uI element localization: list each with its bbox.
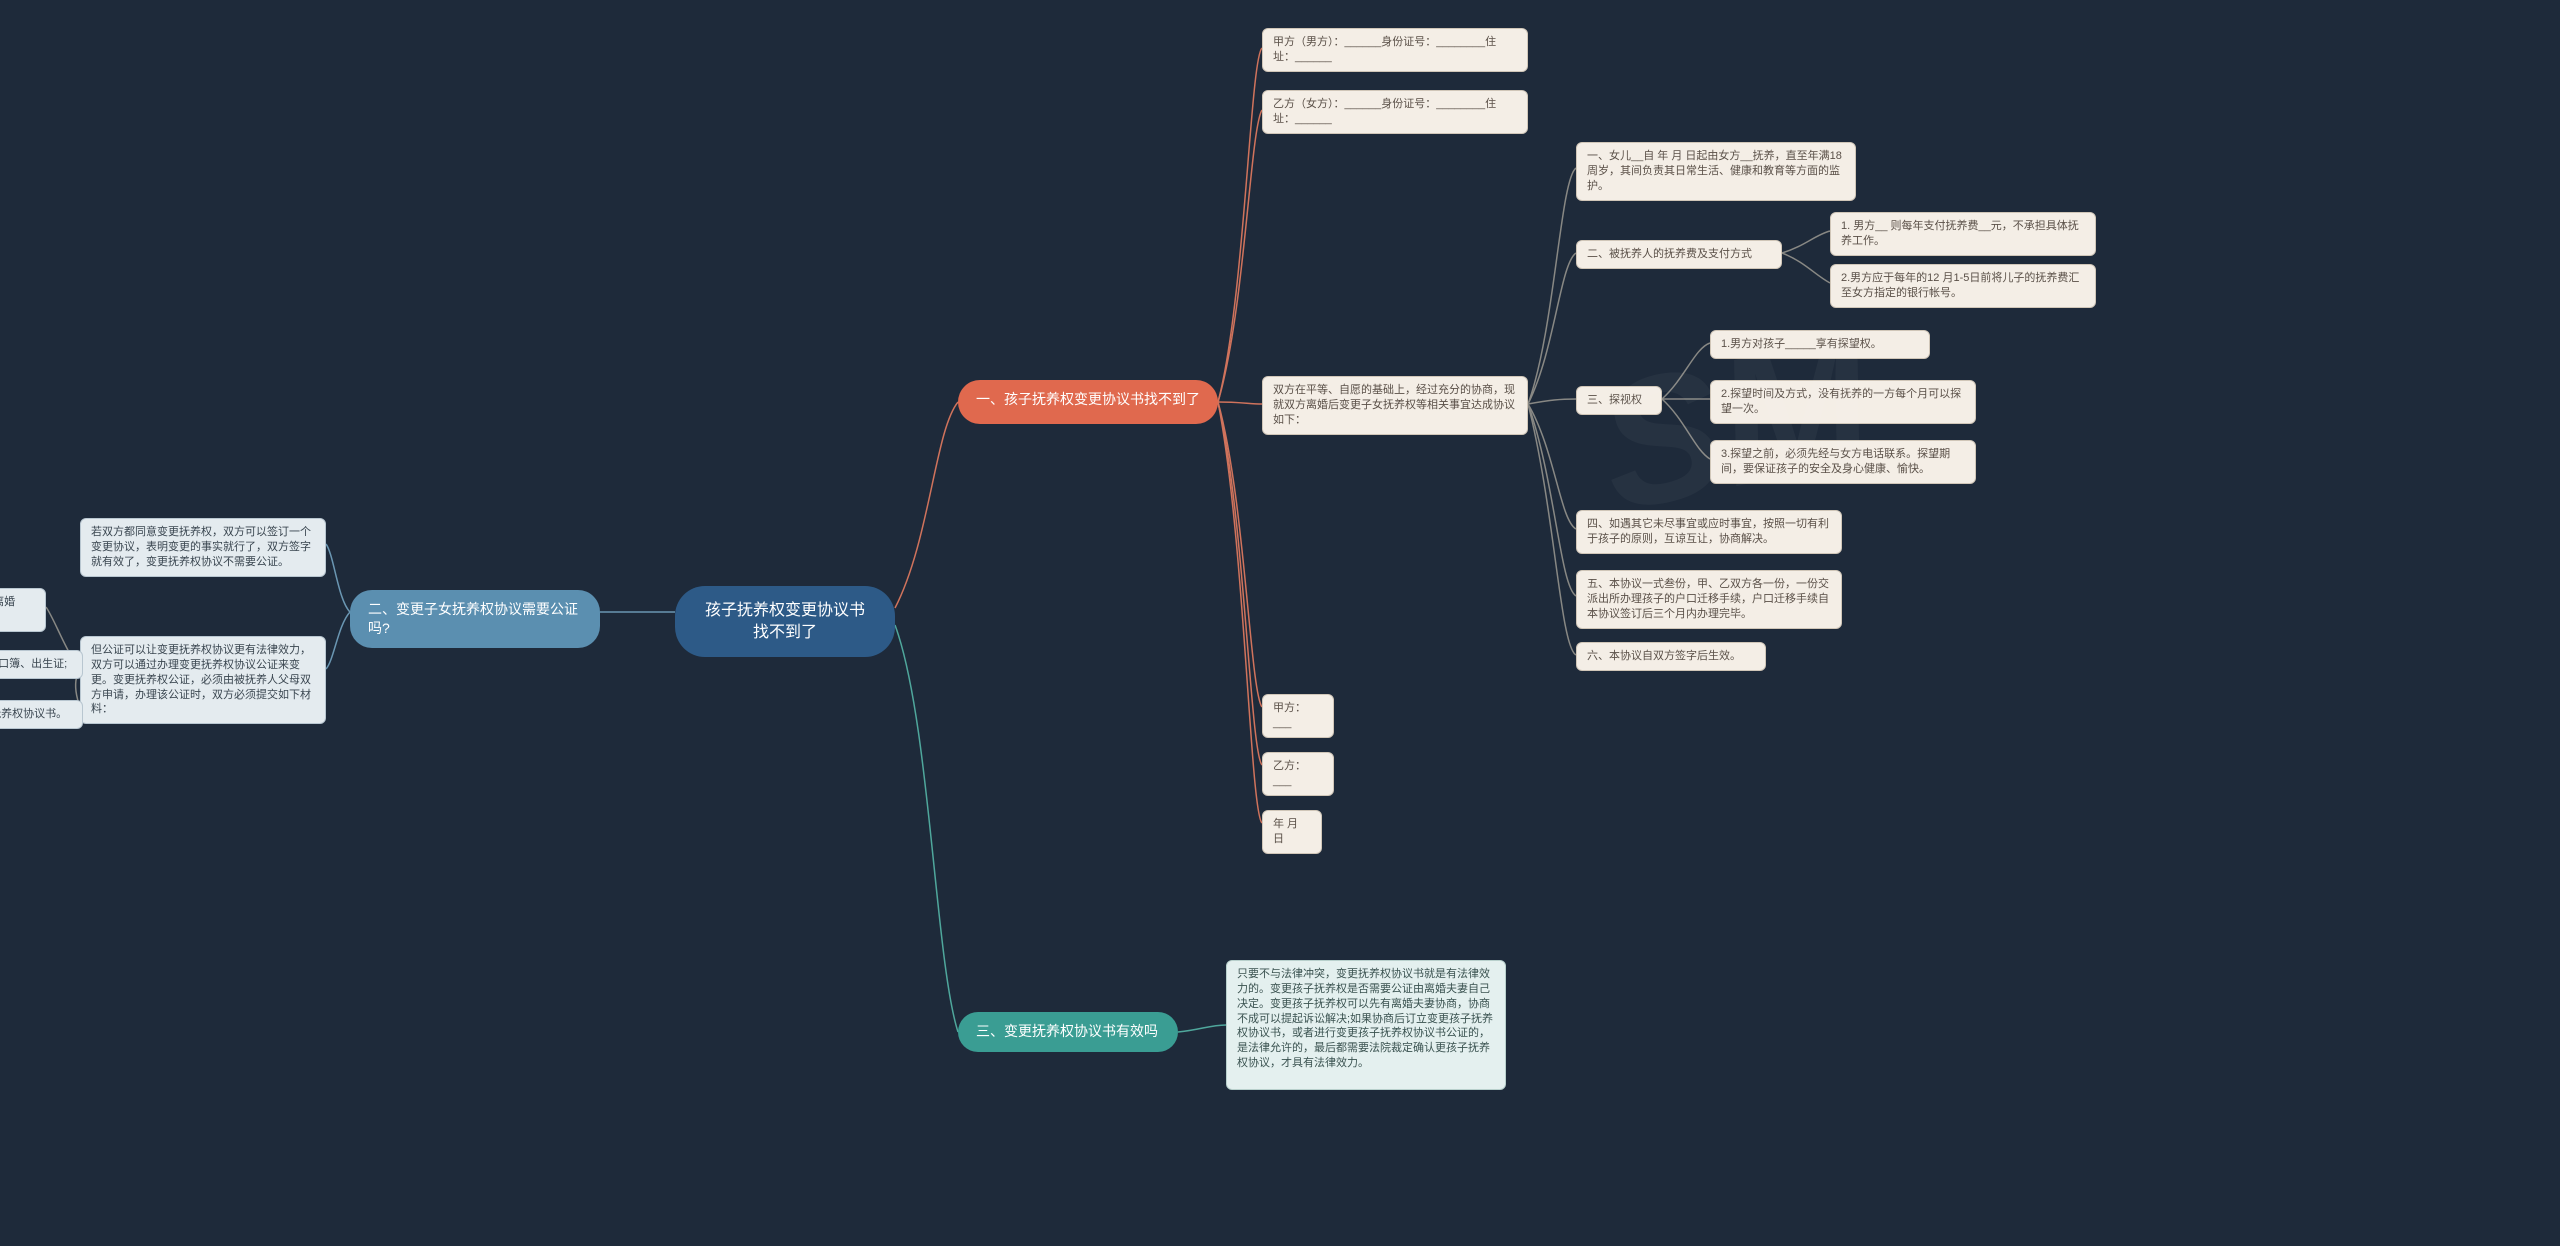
node-b1c3b2: 2.男方应于每年的12 月1-5日前将儿子的抚养费汇至女方指定的银行帐号。 bbox=[1830, 264, 2096, 308]
edge-b1c3-b1c3d bbox=[1528, 404, 1576, 529]
node-b1c3e: 五、本协议一式叁份，甲、乙双方各一份，一份交派出所办理孩子的户口迁移手续，户口迁… bbox=[1576, 570, 1842, 629]
edge-b1c3c-b1c3c3 bbox=[1662, 399, 1710, 459]
node-b1c3d: 四、如遇其它未尽事宜或应时事宜，按照一切有利于孩子的原则，互谅互让，协商解决。 bbox=[1576, 510, 1842, 554]
node-b1c1: 甲方（男方）：______身份证号：________住址：______ bbox=[1262, 28, 1528, 72]
node-b2c2a: （1）申请人双方的身份证、户口簿、离婚证、离婚协议; bbox=[0, 588, 46, 632]
edge-b1c3-b1c3a bbox=[1528, 168, 1576, 404]
edge-b1c3b-b1c3b1 bbox=[1782, 231, 1830, 253]
node-b1c2: 乙方（女方）：______身份证号：________住址：______ bbox=[1262, 90, 1528, 134]
edge-b1c3-b1c3f bbox=[1528, 404, 1576, 655]
node-b2: 二、变更子女抚养权协议需要公证吗? bbox=[350, 590, 600, 648]
edge-b1c3c-b1c3c1 bbox=[1662, 343, 1710, 399]
edge-b1-b1c3 bbox=[1218, 402, 1262, 404]
node-b1c3b1: 1. 男方__ 则每年支付抚养费__元，不承担具体抚养工作。 bbox=[1830, 212, 2096, 256]
node-b1c3c1: 1.男方对孩子_____享有探望权。 bbox=[1710, 330, 1930, 359]
edge-b1c3b-b1c3b2 bbox=[1782, 253, 1830, 283]
node-b1c5: 乙方：___ bbox=[1262, 752, 1334, 796]
node-b1c3: 双方在平等、自愿的基础上，经过充分的协商，现就双方离婚后变更子女抚养权等相关事宜… bbox=[1262, 376, 1528, 435]
node-b1c3c3: 3.探望之前，必须先经与女方电话联系。探望期间，要保证孩子的安全及身心健康、愉快… bbox=[1710, 440, 1976, 484]
node-b3c1: 只要不与法律冲突，变更抚养权协议书就是有法律效力的。变更孩子抚养权是否需要公证由… bbox=[1226, 960, 1506, 1090]
edge-root-b1 bbox=[895, 402, 958, 608]
node-b2c2c: （3）草拟好的变更抚养权协议书。 bbox=[0, 700, 83, 729]
node-b2c2b: （2）小孩的户口簿、出生证; bbox=[0, 650, 83, 679]
node-b2c2: 但公证可以让变更抚养权协议更有法律效力，双方可以通过办理变更抚养权协议公证来变更… bbox=[80, 636, 326, 724]
edge-b1c3-b1c3b bbox=[1528, 253, 1576, 404]
edge-b1-b1c1 bbox=[1218, 48, 1262, 402]
node-b1c6: 年 月 日 bbox=[1262, 810, 1322, 854]
edge-b1c3-b1c3c bbox=[1528, 399, 1576, 404]
node-b1: 一、孩子抚养权变更协议书找不到了 bbox=[958, 380, 1218, 424]
node-b2c1: 若双方都同意变更抚养权，双方可以签订一个变更协议，表明变更的事实就行了，双方签字… bbox=[80, 518, 326, 577]
node-b1c3a: 一、女儿__自 年 月 日起由女方__抚养，直至年满18周岁，其间负责其日常生活… bbox=[1576, 142, 1856, 201]
edge-b2-b2c2 bbox=[326, 612, 350, 669]
edge-b1-b1c4 bbox=[1218, 402, 1262, 707]
edge-b1-b1c5 bbox=[1218, 402, 1262, 765]
edge-b1-b1c2 bbox=[1218, 110, 1262, 402]
node-b1c3b: 二、被抚养人的抚养费及支付方式 bbox=[1576, 240, 1782, 269]
node-b1c3c: 三、探视权 bbox=[1576, 386, 1662, 415]
node-b1c3f: 六、本协议自双方签字后生效。 bbox=[1576, 642, 1766, 671]
edge-b1-b1c6 bbox=[1218, 402, 1262, 823]
edge-b2-b2c1 bbox=[326, 544, 350, 612]
node-b3: 三、变更抚养权协议书有效吗 bbox=[958, 1012, 1178, 1052]
node-b1c3c2: 2.探望时间及方式，没有抚养的一方每个月可以探望一次。 bbox=[1710, 380, 1976, 424]
edge-b1c3-b1c3e bbox=[1528, 404, 1576, 596]
edge-root-b3 bbox=[895, 625, 958, 1032]
node-b1c4: 甲方：___ bbox=[1262, 694, 1334, 738]
node-root: 孩子抚养权变更协议书找不到了 bbox=[675, 586, 895, 657]
edge-b3-b3c1 bbox=[1178, 1025, 1226, 1032]
